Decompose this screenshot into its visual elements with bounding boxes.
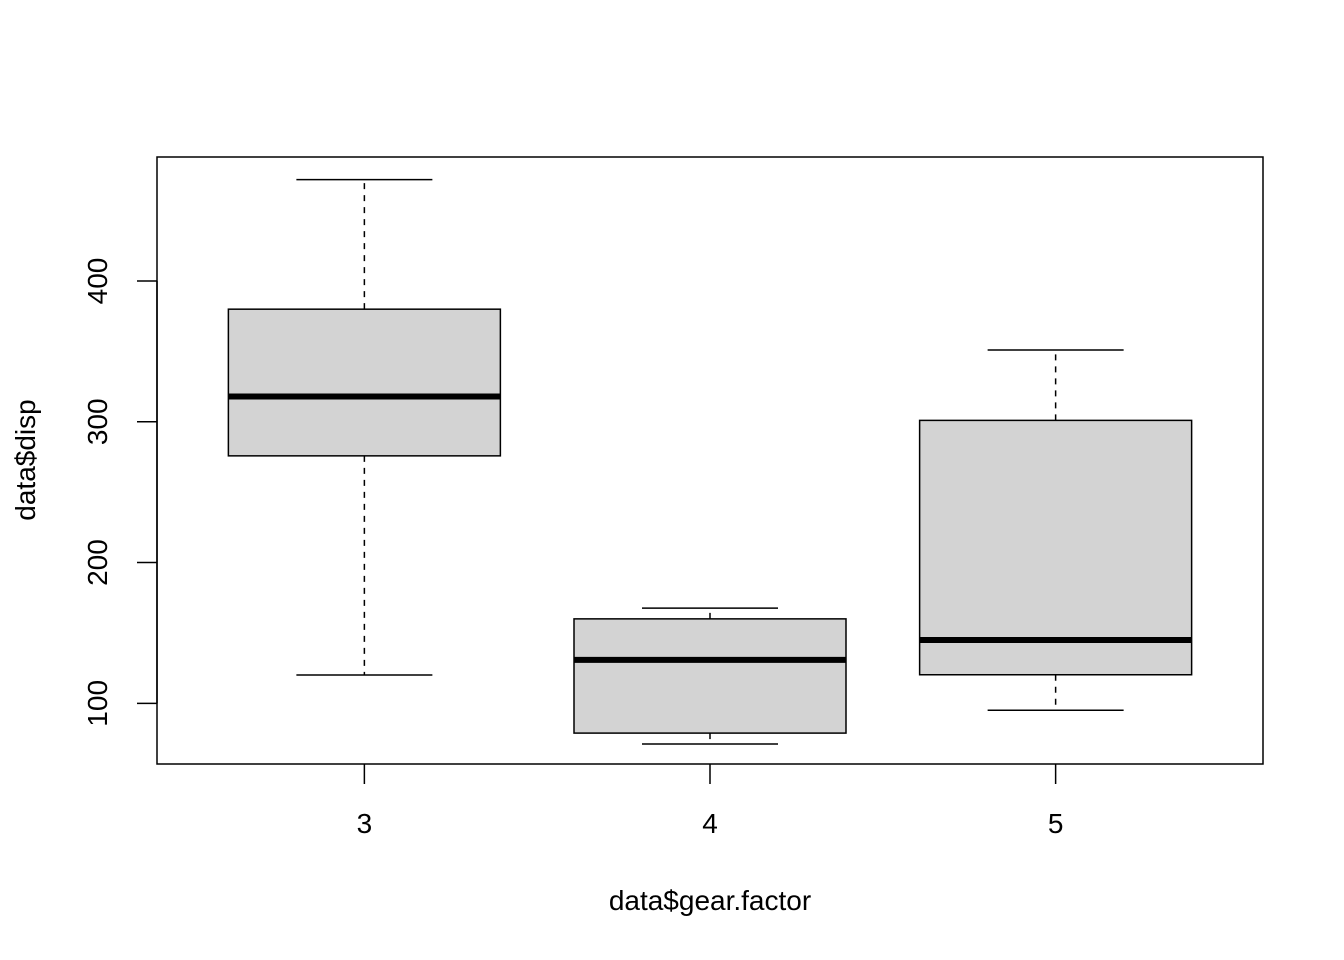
y-axis: 100 200 300 400 bbox=[82, 258, 158, 727]
x-tick-label: 3 bbox=[357, 808, 373, 839]
box-iqr bbox=[573, 618, 847, 734]
box-group-5 bbox=[918, 349, 1193, 711]
y-tick-label: 200 bbox=[82, 539, 113, 586]
box-iqr bbox=[227, 308, 502, 457]
y-tick-label: 300 bbox=[82, 398, 113, 445]
x-axis: 3 4 5 bbox=[357, 764, 1064, 839]
x-axis-label: data$gear.factor bbox=[609, 885, 811, 916]
box-group-4 bbox=[573, 607, 847, 745]
box-group-3 bbox=[227, 178, 502, 676]
y-tick-label: 400 bbox=[82, 258, 113, 305]
y-tick-label: 100 bbox=[82, 680, 113, 727]
box-iqr bbox=[918, 419, 1193, 676]
x-tick-label: 4 bbox=[702, 808, 718, 839]
boxes-layer bbox=[227, 178, 1193, 745]
x-tick-label: 5 bbox=[1048, 808, 1064, 839]
y-axis-label: data$disp bbox=[10, 399, 41, 520]
